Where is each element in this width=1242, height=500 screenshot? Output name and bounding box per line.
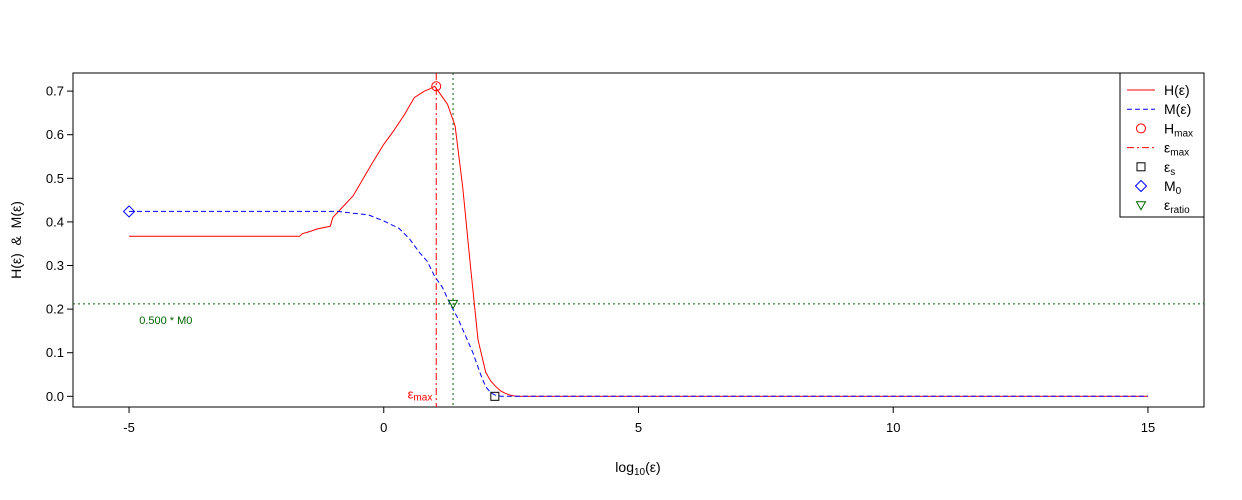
legend-item: M(ε) (1127, 101, 1191, 117)
x-tick-label: 5 (635, 420, 642, 435)
y-tick-label: 0.3 (46, 258, 64, 273)
y-tick-label: 0.5 (46, 171, 64, 186)
annotations: εmax 0.500 * M0 (139, 315, 432, 403)
legend-label: εmax (1164, 140, 1189, 159)
legend-box (1119, 72, 1205, 218)
x-tick-label: 10 (886, 420, 900, 435)
x-axis-title-rest: (ε) (645, 459, 661, 475)
series-layer (129, 85, 1148, 397)
x-tick-label: 15 (1141, 420, 1155, 435)
axes: -5 0 5 10 15 0.0 0.1 0.2 0.3 0.4 0.5 0.6 0.7 (46, 84, 1155, 435)
y-axis-title: H(ε) & M(ε) (8, 201, 24, 279)
marker-eps-ratio (447, 299, 459, 310)
x-axis-title-sub: 10 (634, 467, 646, 478)
legend-marker-swatch (1135, 201, 1147, 211)
legend-marker-swatch (1136, 162, 1146, 172)
marker-hmax (431, 81, 442, 92)
legend-item: Hmax (1136, 120, 1193, 139)
legend-item: H(ε) (1127, 82, 1190, 98)
half-m0-label: 0.500 * M0 (139, 315, 192, 327)
series-M-line (129, 210, 1148, 397)
legend-label: M0 (1164, 178, 1182, 197)
legend-item: M0 (1134, 178, 1182, 197)
y-tick-label: 0.4 (46, 214, 64, 229)
legend-marker-swatch (1136, 123, 1146, 134)
legend-label: εratio (1164, 197, 1190, 216)
legend-marker-swatch (1134, 179, 1148, 193)
legend-item: εratio (1135, 197, 1190, 216)
legend-label: εs (1164, 159, 1175, 178)
y-tick-label: 0.2 (46, 302, 64, 317)
reference-lines (73, 73, 1204, 407)
y-tick-label: 0.7 (46, 84, 64, 99)
y-tick-label: 0.0 (46, 389, 64, 404)
legend-label: Hmax (1164, 120, 1193, 139)
x-tick-label: 0 (380, 420, 387, 435)
marker-layer (122, 81, 500, 401)
plot-frame (72, 72, 1205, 408)
y-tick-label: 0.6 (46, 127, 64, 142)
x-axis-title: log10(ε) (615, 459, 660, 478)
legend-item: εs (1136, 159, 1175, 178)
series-H-line (129, 85, 1148, 397)
legend-label: H(ε) (1164, 82, 1190, 98)
eps-max-label: εmax (408, 386, 433, 403)
legend-item: εmax (1127, 140, 1189, 159)
x-tick-label: -5 (123, 420, 135, 435)
marker-eps-s (490, 391, 500, 401)
legend-label: M(ε) (1164, 101, 1191, 117)
marker-m0 (122, 205, 136, 218)
y-tick-label: 0.1 (46, 345, 64, 360)
x-axis-title-main: log (615, 459, 634, 475)
